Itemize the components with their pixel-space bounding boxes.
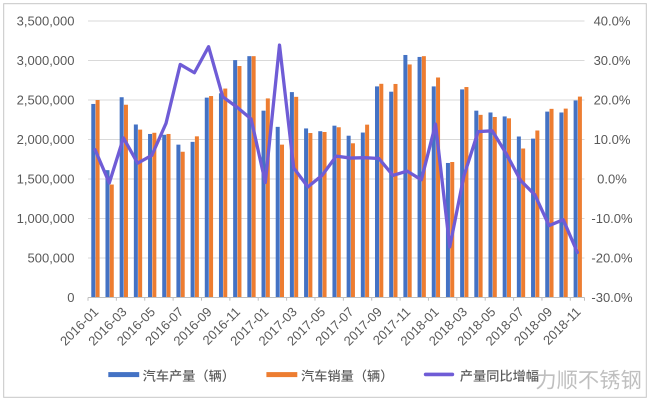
svg-text:2,500,000: 2,500,000 (17, 93, 75, 108)
svg-text:40.0%: 40.0% (594, 14, 631, 29)
svg-text:-10.0%: -10.0% (591, 211, 633, 226)
svg-text:-20.0%: -20.0% (591, 251, 633, 266)
svg-text:1,000,000: 1,000,000 (17, 211, 75, 226)
svg-text:3,000,000: 3,000,000 (17, 53, 75, 68)
svg-text:20.0%: 20.0% (594, 93, 631, 108)
svg-text:30.0%: 30.0% (594, 53, 631, 68)
svg-text:1,500,000: 1,500,000 (17, 172, 75, 187)
svg-text:0: 0 (67, 290, 74, 305)
svg-text:2,000,000: 2,000,000 (17, 132, 75, 147)
svg-text:10.0%: 10.0% (594, 132, 631, 147)
svg-text:500,000: 500,000 (28, 251, 75, 266)
svg-text:-30.0%: -30.0% (591, 290, 633, 305)
svg-text:0.0%: 0.0% (597, 172, 627, 187)
svg-text:3,500,000: 3,500,000 (17, 14, 75, 29)
